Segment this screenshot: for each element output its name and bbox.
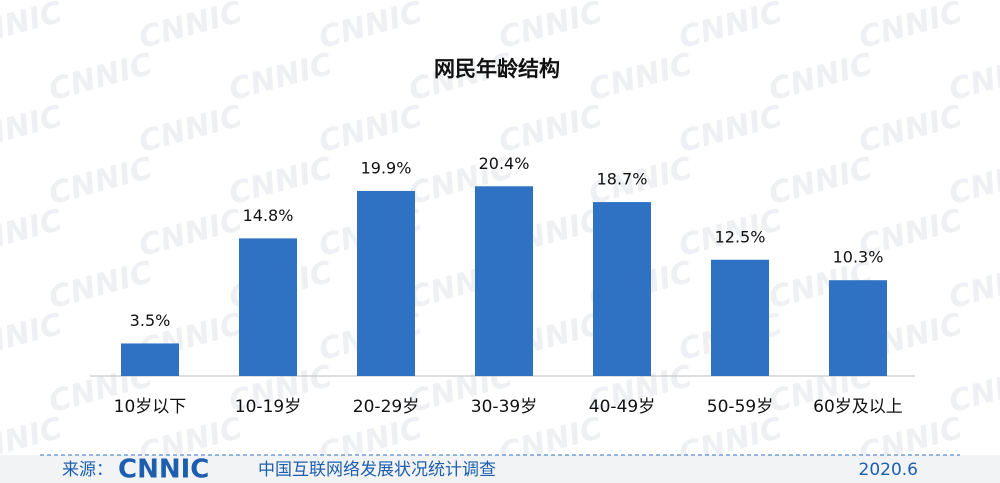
watermark: CNNIC	[765, 151, 876, 212]
x-tick-label: 60岁及以上	[813, 397, 903, 417]
footer-logo: CNNIC	[118, 455, 209, 483]
x-tick-label: 10-19岁	[235, 397, 301, 417]
footer-source: 来源：	[62, 460, 113, 480]
bar	[475, 186, 533, 376]
watermark: CNNIC	[225, 151, 336, 212]
chart-title: 网民年龄结构	[434, 57, 560, 81]
bar	[593, 202, 651, 376]
x-tick-label: 10岁以下	[114, 397, 187, 417]
x-tick-label: 50-59岁	[707, 397, 773, 417]
x-tick-label: 30-39岁	[471, 397, 537, 417]
watermark: CNNIC	[585, 47, 696, 108]
bar	[239, 238, 297, 376]
data-label: 20.4%	[479, 154, 530, 173]
footer-survey: 中国互联网络发展状况统计调查	[258, 460, 496, 480]
data-label: 19.9%	[361, 158, 412, 177]
watermark: CNNIC	[0, 203, 66, 264]
footer-band	[0, 455, 1000, 483]
data-label: 12.5%	[715, 227, 766, 246]
bar	[711, 259, 769, 376]
data-label: 3.5%	[130, 311, 171, 330]
watermark: CNNIC	[675, 99, 786, 160]
footer-date: 2020.6	[859, 460, 918, 480]
data-label: 10.3%	[833, 248, 884, 267]
watermark: CNNIC	[495, 0, 606, 56]
x-tick-label: 40-49岁	[589, 397, 655, 417]
watermark: CNNIC	[945, 151, 1000, 212]
watermark: CNNIC	[945, 47, 1000, 108]
data-label: 18.7%	[597, 170, 648, 189]
watermark: CNNIC	[315, 99, 426, 160]
watermark: CNNIC	[945, 255, 1000, 316]
watermark: CNNIC	[675, 0, 786, 56]
watermark: CNNIC	[0, 99, 66, 160]
watermark: CNNIC	[225, 47, 336, 108]
watermark: CNNIC	[0, 0, 66, 56]
watermark: CNNIC	[45, 47, 156, 108]
watermark: CNNIC	[765, 47, 876, 108]
watermark: CNNIC	[135, 0, 246, 56]
watermark: CNNIC	[855, 0, 966, 56]
watermark: CNNIC	[135, 99, 246, 160]
watermark: CNNIC	[45, 151, 156, 212]
x-tick-label: 20-29岁	[353, 397, 419, 417]
bar	[357, 190, 415, 376]
watermark: CNNIC	[315, 0, 426, 56]
watermark: CNNIC	[495, 99, 606, 160]
watermark: CNNIC	[0, 307, 66, 368]
watermark: CNNIC	[945, 359, 1000, 420]
bar	[829, 280, 887, 376]
bar	[121, 343, 179, 376]
watermark: CNNIC	[45, 255, 156, 316]
watermark: CNNIC	[135, 203, 246, 264]
data-label: 14.8%	[243, 206, 294, 225]
watermark: CNNIC	[855, 99, 966, 160]
